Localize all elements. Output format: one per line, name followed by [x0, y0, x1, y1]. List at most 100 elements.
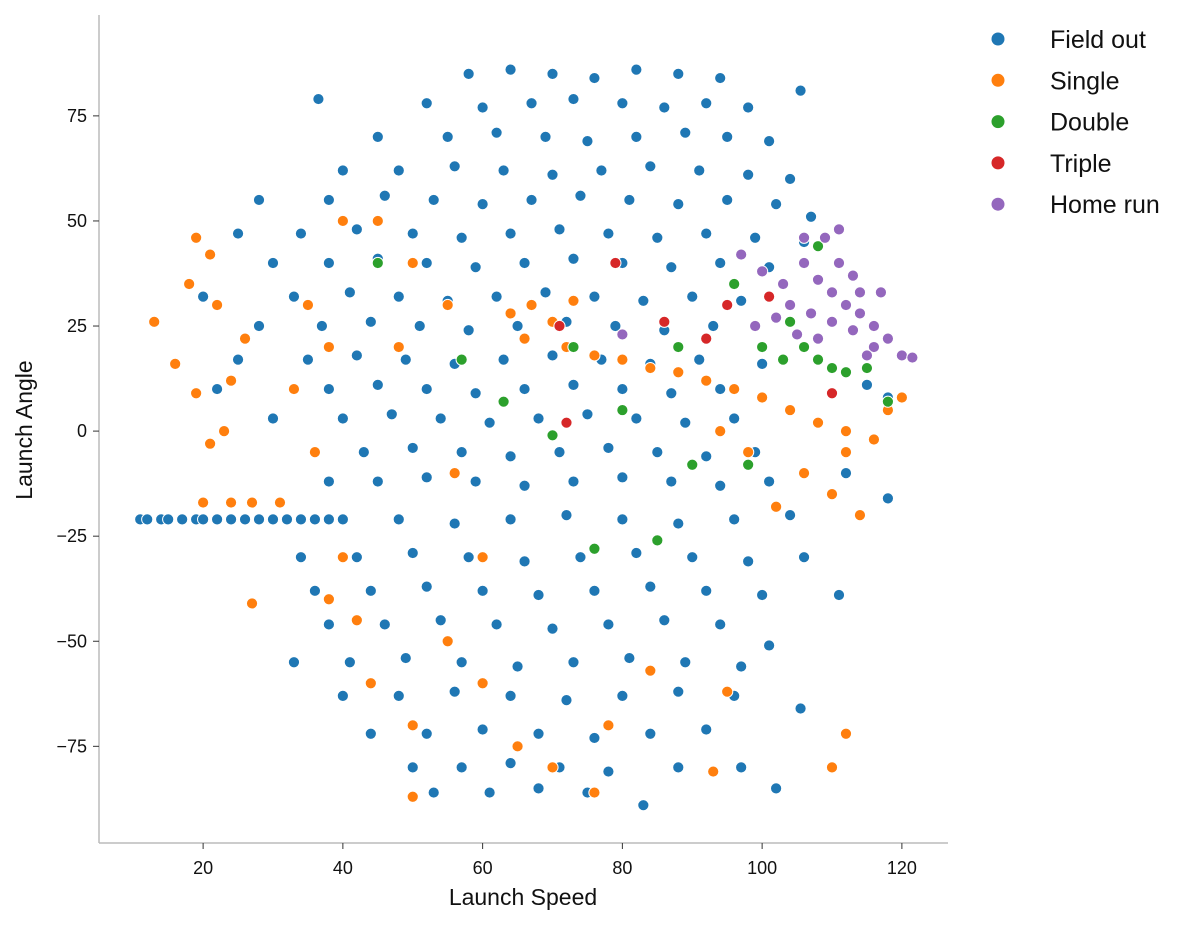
- data-point: [860, 378, 874, 391]
- data-point: [497, 353, 510, 366]
- data-point: [322, 513, 335, 526]
- y-tick-label: 75: [67, 106, 87, 126]
- data-point: [483, 416, 496, 429]
- data-point: [832, 256, 846, 270]
- legend-marker: [991, 156, 1005, 170]
- data-point: [238, 332, 252, 345]
- data-point: [686, 551, 699, 564]
- data-point: [588, 786, 601, 799]
- legend-item: Single: [991, 67, 1120, 95]
- data-point: [322, 256, 335, 270]
- data-point: [839, 366, 853, 379]
- data-point: [371, 378, 384, 391]
- data-point: [322, 340, 335, 354]
- data-point: [804, 210, 818, 223]
- data-point: [406, 256, 419, 270]
- data-point: [616, 471, 629, 484]
- data-point: [490, 618, 503, 631]
- data-point: [420, 97, 433, 110]
- data-point: [462, 324, 475, 337]
- data-point: [266, 412, 280, 425]
- x-tick-label: 100: [747, 858, 777, 878]
- data-point: [483, 786, 496, 799]
- data-point: [378, 618, 391, 631]
- data-point: [322, 382, 335, 396]
- data-point: [651, 446, 664, 459]
- data-point: [714, 256, 727, 270]
- data-point: [797, 551, 811, 564]
- data-point: [406, 441, 419, 455]
- data-point: [399, 353, 412, 366]
- data-point: [266, 513, 280, 526]
- legend-item: Double: [991, 109, 1129, 137]
- data-point: [197, 513, 210, 526]
- data-point: [546, 429, 559, 442]
- data-point: [630, 130, 643, 143]
- data-point: [169, 357, 182, 370]
- data-point: [700, 374, 713, 387]
- data-point: [315, 319, 329, 333]
- data-point: [588, 71, 601, 85]
- data-point: [322, 475, 335, 488]
- data-point: [735, 248, 748, 261]
- data-point: [231, 227, 245, 240]
- data-point: [504, 307, 517, 320]
- legend-marker: [991, 115, 1005, 129]
- data-point: [853, 307, 867, 320]
- data-point: [665, 475, 678, 488]
- data-point: [735, 294, 748, 307]
- data-point: [867, 340, 881, 354]
- data-point: [867, 433, 881, 446]
- data-point: [420, 727, 433, 740]
- legend-item: Triple: [991, 150, 1112, 178]
- data-point: [301, 298, 315, 312]
- data-point: [811, 353, 825, 366]
- data-point: [763, 290, 776, 303]
- data-point: [749, 319, 762, 333]
- data-point: [308, 584, 322, 597]
- data-point: [756, 391, 769, 404]
- data-point: [504, 513, 517, 526]
- data-point: [811, 416, 825, 429]
- data-point: [672, 198, 685, 211]
- data-point: [371, 130, 384, 143]
- data-point: [427, 786, 440, 799]
- data-point: [518, 479, 531, 492]
- data-point: [371, 256, 384, 270]
- data-point: [825, 315, 839, 328]
- data-point: [700, 97, 713, 110]
- data-point: [581, 134, 594, 148]
- data-point: [490, 290, 503, 303]
- data-point: [616, 328, 629, 341]
- data-point: [322, 593, 335, 606]
- data-point: [176, 513, 189, 526]
- data-point: [630, 546, 643, 560]
- data-point: [511, 740, 524, 753]
- data-point: [742, 101, 755, 114]
- data-point: [721, 193, 734, 207]
- data-point: [651, 534, 664, 547]
- data-point: [707, 765, 720, 778]
- data-point: [420, 580, 433, 593]
- data-point: [392, 340, 405, 354]
- data-point: [658, 315, 671, 328]
- data-point: [217, 425, 231, 438]
- data-point: [616, 513, 629, 526]
- data-point: [832, 223, 846, 236]
- data-point: [700, 227, 713, 240]
- data-point: [581, 408, 594, 421]
- data-point: [343, 286, 356, 299]
- data-point: [672, 340, 685, 354]
- y-tick-label: −50: [56, 631, 87, 651]
- data-point: [350, 614, 363, 627]
- data-point: [794, 84, 807, 97]
- data-point: [588, 349, 601, 362]
- data-point: [434, 412, 447, 425]
- data-point: [350, 551, 363, 564]
- data-point: [881, 332, 895, 345]
- data-point: [574, 189, 587, 202]
- data-point: [735, 761, 748, 774]
- data-point: [204, 248, 217, 261]
- data-point: [532, 727, 545, 740]
- data-point: [825, 387, 839, 400]
